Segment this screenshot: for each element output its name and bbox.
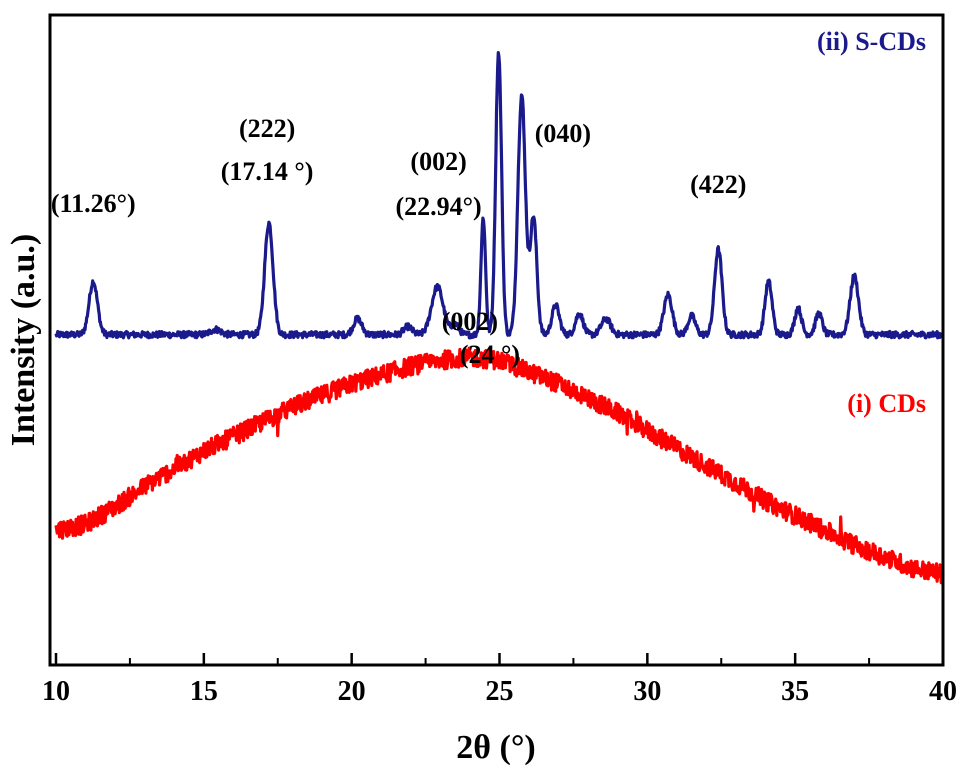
y-axis-title: Intensity (a.u.) — [5, 234, 42, 447]
peak-annotation: (222) — [239, 114, 295, 143]
x-tick-label: 15 — [190, 676, 218, 707]
x-tick-label: 30 — [633, 676, 661, 707]
peak-annotation: (11.26°) — [51, 189, 136, 218]
peak-annotation: (422) — [690, 170, 746, 199]
x-tick-label: 10 — [42, 676, 70, 707]
x-tick-label: 20 — [338, 676, 366, 707]
peak-annotation: (24 °) — [460, 340, 520, 369]
legend-label: (ii) S-CDs — [817, 27, 926, 56]
peak-annotation: (22.94°) — [395, 192, 481, 221]
peak-annotation: (002) — [442, 307, 498, 336]
plot-frame — [48, 13, 945, 667]
peak-annotation: (002) — [410, 147, 466, 176]
series-cds-line — [54, 346, 945, 585]
x-axis-title: 2θ (°) — [456, 729, 536, 766]
series-s-cds-line — [54, 50, 945, 340]
x-tick-label: 40 — [929, 676, 957, 707]
peak-annotation: (040) — [535, 119, 591, 148]
x-tick-label: 35 — [781, 676, 809, 707]
peak-annotation: (17.14 °) — [221, 157, 314, 186]
legend-label: (i) CDs — [847, 389, 926, 418]
x-tick-label: 25 — [486, 676, 514, 707]
